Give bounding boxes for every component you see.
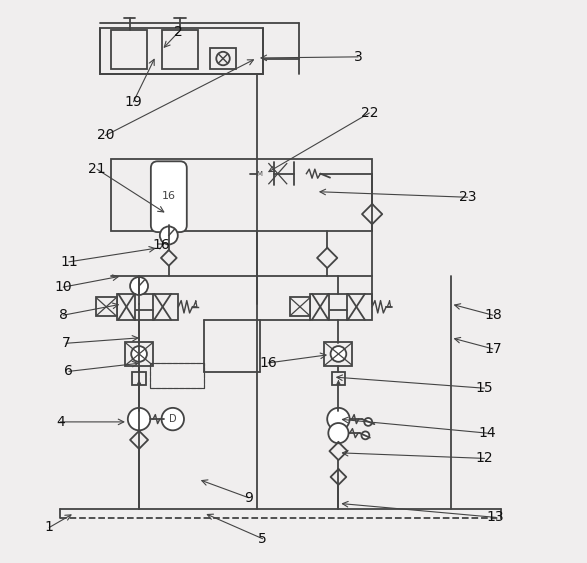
Text: 19: 19: [124, 95, 142, 109]
Bar: [100, 28, 262, 74]
Bar: [96, 297, 117, 316]
Text: 16: 16: [153, 238, 170, 252]
Text: 21: 21: [88, 162, 106, 176]
Text: 5: 5: [258, 531, 267, 546]
Text: 4: 4: [56, 415, 65, 429]
Text: 15: 15: [475, 381, 493, 395]
Text: 8: 8: [59, 308, 68, 322]
Text: 16: 16: [162, 191, 176, 201]
Bar: [210, 48, 235, 69]
Text: D: D: [169, 414, 177, 424]
Text: 18: 18: [484, 308, 502, 322]
Text: 10: 10: [55, 280, 72, 294]
Text: M: M: [256, 171, 262, 177]
Circle shape: [131, 346, 147, 362]
Bar: [268, 163, 306, 185]
Circle shape: [362, 431, 369, 439]
Text: 20: 20: [97, 128, 114, 142]
Text: 9: 9: [244, 491, 253, 504]
Circle shape: [130, 277, 148, 295]
Circle shape: [330, 346, 346, 362]
Text: 6: 6: [65, 364, 73, 378]
Text: 13: 13: [487, 511, 504, 524]
Text: 7: 7: [62, 336, 70, 350]
Text: 14: 14: [478, 426, 496, 440]
Bar: [117, 294, 178, 320]
Bar: [111, 159, 372, 231]
Circle shape: [160, 226, 178, 244]
Text: 2: 2: [174, 25, 183, 39]
FancyBboxPatch shape: [151, 162, 187, 232]
Text: 12: 12: [475, 452, 493, 466]
Text: 11: 11: [60, 255, 77, 269]
Text: 17: 17: [484, 342, 502, 356]
Bar: [132, 373, 146, 385]
Text: 22: 22: [360, 106, 378, 120]
Bar: [311, 294, 372, 320]
Bar: [325, 342, 352, 366]
Bar: [150, 364, 204, 388]
Bar: [249, 166, 268, 181]
Bar: [161, 30, 198, 69]
Bar: [150, 364, 204, 388]
Bar: [125, 342, 153, 366]
Circle shape: [216, 52, 230, 65]
Bar: [289, 297, 311, 316]
Circle shape: [128, 408, 150, 430]
Text: 3: 3: [354, 50, 362, 64]
Circle shape: [323, 172, 329, 179]
Circle shape: [161, 408, 184, 430]
Circle shape: [328, 423, 349, 443]
Text: 16: 16: [259, 356, 277, 370]
Bar: [332, 373, 345, 385]
Text: 23: 23: [459, 190, 476, 204]
Circle shape: [327, 408, 350, 430]
Bar: [111, 30, 147, 69]
Text: 1: 1: [45, 520, 53, 534]
Circle shape: [365, 418, 372, 426]
